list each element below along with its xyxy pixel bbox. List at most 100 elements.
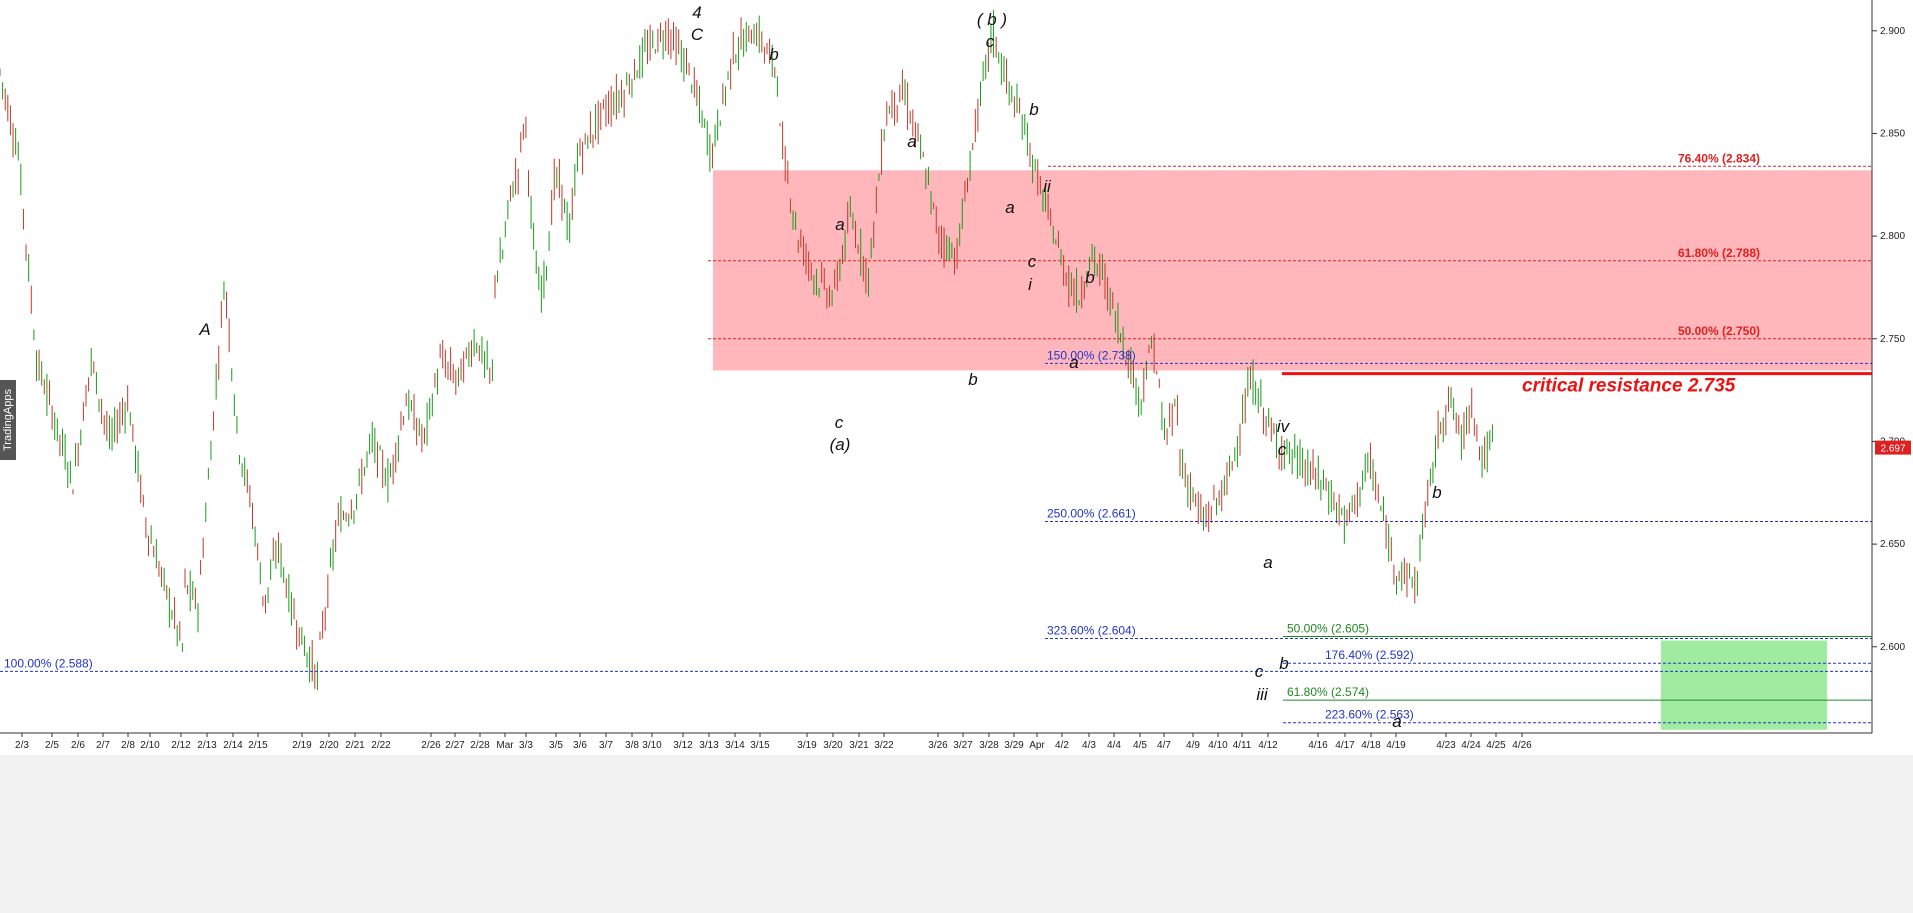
y-tick-label: 2.750 (1880, 334, 1905, 345)
x-tick-label: 2/6 (71, 740, 85, 751)
x-tick-label: 3/19 (797, 740, 817, 751)
x-tick-label: 3/8 (625, 740, 639, 751)
x-tick-label: 3/14 (725, 740, 745, 751)
x-tick-label: 2/8 (121, 740, 135, 751)
wave-label: A (198, 320, 210, 339)
last-price-label: 2.697 (1880, 444, 1905, 455)
x-tick-label: 2/3 (15, 740, 29, 751)
x-tick-label: 2/20 (319, 740, 339, 751)
x-tick-label: 4/3 (1082, 740, 1096, 751)
x-tick-label: 3/15 (750, 740, 770, 751)
x-tick-label: 3/29 (1004, 740, 1024, 751)
wave-label: b (769, 45, 778, 64)
y-tick-label: 2.800 (1880, 231, 1905, 242)
wave-label: b (1085, 268, 1094, 287)
x-tick-label: 4/17 (1335, 740, 1355, 751)
x-tick-label: 2/5 (45, 740, 59, 751)
fib-label: 223.60% (2.563) (1325, 708, 1414, 722)
green-target-zone (1661, 640, 1827, 730)
x-tick-label: 3/6 (573, 740, 587, 751)
fib-label: 150.00% (2.738) (1047, 348, 1136, 362)
x-tick-label: 4/5 (1133, 740, 1147, 751)
watermark: TradingApps (0, 380, 16, 460)
x-tick-label: 4/25 (1486, 740, 1506, 751)
x-tick-label: 2/26 (421, 740, 441, 751)
fib-label: 100.00% (2.588) (4, 656, 93, 670)
x-tick-label: 3/28 (979, 740, 999, 751)
x-tick-label: 3/22 (874, 740, 894, 751)
x-tick-label: 4/16 (1308, 740, 1328, 751)
wave-label: a (835, 215, 844, 234)
wave-label: a (1069, 353, 1078, 372)
x-tick-label: 2/13 (197, 740, 217, 751)
wave-label: b (1432, 483, 1441, 502)
fib-label: 61.80% (2.574) (1287, 685, 1369, 699)
y-tick-label: 2.900 (1880, 26, 1905, 37)
x-tick-label: 3/12 (673, 740, 693, 751)
x-tick-label: 3/21 (849, 740, 869, 751)
wave-label: i (1028, 275, 1033, 294)
x-tick-label: 4/10 (1208, 740, 1228, 751)
wave-label: a (1263, 553, 1272, 572)
x-tick-label: 3/5 (549, 740, 563, 751)
wave-label: ii (1043, 177, 1052, 196)
x-tick-label: 2/19 (292, 740, 312, 751)
wave-label: c (835, 413, 844, 432)
wave-label: a (1392, 712, 1401, 731)
zones-layer (713, 170, 1872, 730)
x-tick-label: 3/10 (642, 740, 662, 751)
fib-label: 176.40% (2.592) (1325, 648, 1414, 662)
x-tick-label: 2/14 (223, 740, 243, 751)
red-resistance-zone (713, 170, 1872, 371)
wave-label: ( b ) (977, 10, 1007, 29)
x-tick-label: 2/28 (470, 740, 490, 751)
x-tick-label: 3/20 (823, 740, 843, 751)
fibonacci-layer: 76.40% (2.834) 61.80% (2.788) 50.00% (2.75… (0, 151, 1872, 724)
x-tick-label: Apr (1029, 740, 1045, 751)
x-tick-label: 4/2 (1055, 740, 1069, 751)
y-tick-label: 2.850 (1880, 128, 1905, 139)
x-tick-label: 2/21 (345, 740, 365, 751)
y-tick-label: 2.650 (1880, 539, 1905, 550)
x-tick-label: 4/4 (1107, 740, 1121, 751)
wave-label: c (1028, 252, 1037, 271)
wave-label: b (968, 370, 977, 389)
wave-label: a (907, 132, 916, 151)
fib-label: 61.80% (2.788) (1678, 246, 1760, 260)
x-tick-label: 4/26 (1512, 740, 1532, 751)
wave-label: b (1029, 100, 1038, 119)
x-tick-label: 4/24 (1461, 740, 1481, 751)
x-tick-label: 4/12 (1258, 740, 1278, 751)
last-price-badge (1875, 440, 1911, 455)
x-tick-label: 4/23 (1436, 740, 1456, 751)
wave-label: c (1278, 440, 1287, 459)
x-tick-label: 3/7 (599, 740, 613, 751)
x-tick-label: 4/18 (1361, 740, 1381, 751)
wave-label: C (691, 25, 704, 44)
x-tick-label: 2/7 (96, 740, 110, 751)
x-tick-label: Mar (496, 740, 514, 751)
wave-label: c (986, 32, 995, 51)
x-tick-label: 2/22 (371, 740, 391, 751)
x-tick-label: 3/13 (699, 740, 719, 751)
x-tick-label: 2/15 (248, 740, 268, 751)
candles-layer (0, 10, 1493, 691)
x-tick-label: 3/3 (519, 740, 533, 751)
wave-label: iii (1256, 685, 1269, 704)
x-tick-label: 4/19 (1386, 740, 1406, 751)
x-tick-label: 3/27 (953, 740, 973, 751)
wave-label: iv (1277, 417, 1291, 436)
x-tick-label: 2/27 (445, 740, 465, 751)
x-tick-label: 2/12 (171, 740, 191, 751)
wave-label: c (1255, 662, 1264, 681)
wave-label: (a) (830, 435, 851, 454)
fib-label: 76.40% (2.834) (1678, 151, 1760, 165)
wave-label: b (1279, 654, 1288, 673)
critical-resistance-label: critical resistance 2.735 (1522, 376, 1736, 397)
fib-label: 50.00% (2.605) (1287, 621, 1369, 635)
y-tick-label: 2.600 (1880, 642, 1905, 653)
x-tick-label: 4/11 (1233, 740, 1252, 751)
fib-label: 323.60% (2.604) (1047, 624, 1136, 638)
